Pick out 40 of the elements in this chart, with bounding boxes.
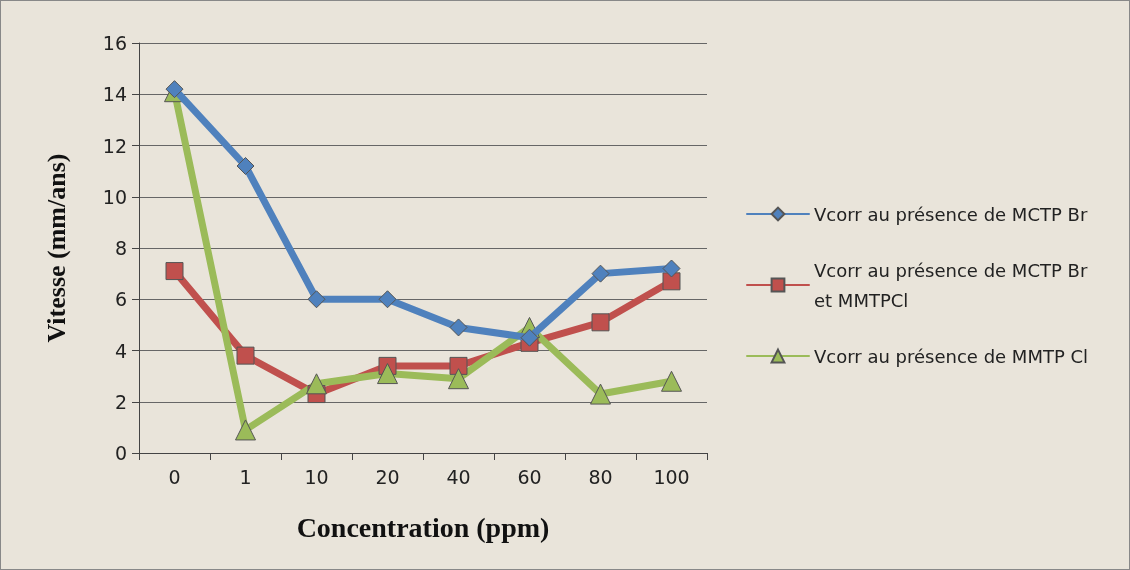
point [378, 290, 397, 309]
x-tick-label: 100 [653, 465, 690, 488]
y-axis-title: Vitesse (mm/ans) [41, 153, 71, 343]
y-tick-label: 12 [102, 134, 127, 157]
point [307, 290, 326, 309]
legend-label: Vcorr au présence de MCTP Br et MMTPCl [814, 259, 1094, 311]
point [591, 313, 610, 332]
y-tick-label: 14 [102, 83, 127, 106]
legend-label: Vcorr au présence de MCTP Br [814, 203, 1088, 225]
point [165, 262, 184, 281]
x-tick-label: 10 [304, 465, 329, 488]
point [661, 370, 682, 392]
x-tick-label: 60 [517, 465, 542, 488]
point [377, 363, 398, 385]
x-tick-label: 0 [168, 465, 181, 488]
y-tick-label: 2 [114, 390, 127, 413]
y-tick-label: 10 [102, 185, 127, 208]
y-tick-label: 0 [114, 442, 127, 464]
point [306, 373, 327, 395]
point [448, 368, 469, 390]
point [236, 346, 255, 365]
point [662, 272, 681, 291]
x-tick-label: 20 [375, 465, 400, 488]
y-tick-label: 6 [114, 288, 127, 311]
y-tick-label: 16 [102, 32, 127, 54]
point [449, 318, 468, 337]
point [591, 264, 610, 283]
point [235, 419, 256, 441]
point [590, 383, 611, 405]
point [520, 328, 539, 347]
point [662, 259, 681, 278]
point [236, 157, 255, 175]
x-tick-label: 40 [446, 465, 471, 488]
y-tick-label: 8 [114, 237, 127, 259]
x-tick-label: 1 [239, 465, 252, 488]
point [449, 356, 468, 375]
y-tick-label: 4 [114, 339, 127, 362]
legend-label: Vcorr au présence de MMTP Cl [814, 345, 1089, 367]
x-axis-title: Concentration (ppm) [296, 511, 550, 543]
x-tick-label: 80 [588, 465, 613, 488]
